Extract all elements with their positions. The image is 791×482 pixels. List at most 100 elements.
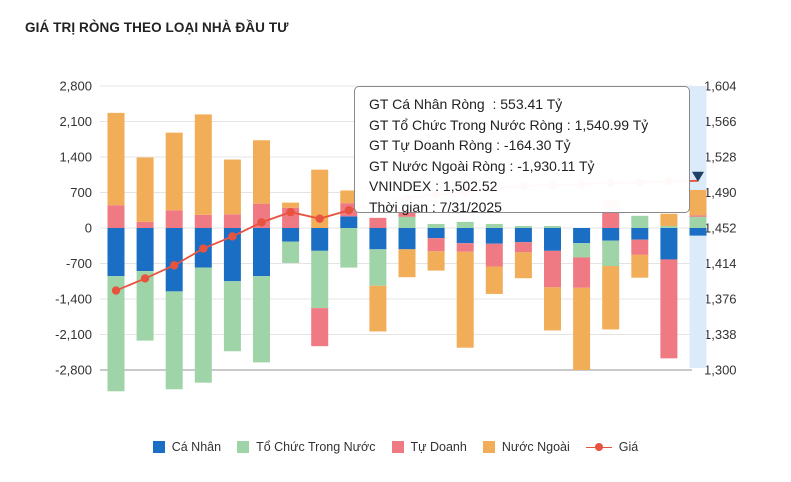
bar-segment[interactable] bbox=[107, 112, 125, 206]
y-right-tick-label: 1,300 bbox=[704, 363, 737, 378]
bar-segment[interactable] bbox=[456, 228, 474, 244]
bar-segment[interactable] bbox=[369, 228, 387, 250]
bar-segment[interactable] bbox=[165, 132, 183, 211]
bar-segment[interactable] bbox=[631, 215, 649, 228]
bar-segment[interactable] bbox=[136, 228, 154, 272]
price-point[interactable] bbox=[111, 286, 121, 295]
legend-item-gia[interactable]: Giá bbox=[585, 440, 638, 454]
bar-segment[interactable] bbox=[660, 225, 678, 228]
bar-segment[interactable] bbox=[398, 228, 416, 250]
bar-segment[interactable] bbox=[194, 267, 212, 383]
bar-segment[interactable] bbox=[311, 169, 329, 228]
bar-segment[interactable] bbox=[311, 228, 329, 251]
bar-segment[interactable] bbox=[107, 228, 125, 277]
bar-segment[interactable] bbox=[398, 216, 416, 228]
bar-segment[interactable] bbox=[136, 271, 154, 341]
bar-segment[interactable] bbox=[136, 157, 154, 222]
y-right-tick-label: 1,528 bbox=[704, 150, 737, 165]
bar-segment[interactable] bbox=[660, 213, 678, 226]
bar-segment[interactable] bbox=[427, 238, 445, 252]
bar-segment[interactable] bbox=[253, 276, 270, 363]
bar-segment[interactable] bbox=[456, 251, 474, 348]
bar-segment[interactable] bbox=[544, 250, 561, 288]
bar-segment[interactable] bbox=[602, 240, 620, 267]
bar-segment[interactable] bbox=[573, 228, 591, 244]
price-point[interactable] bbox=[286, 207, 295, 217]
bar-segment[interactable] bbox=[514, 252, 532, 279]
bar-segment[interactable] bbox=[282, 241, 300, 263]
bar-segment[interactable] bbox=[689, 216, 707, 228]
price-point[interactable] bbox=[315, 214, 324, 223]
price-point[interactable] bbox=[140, 274, 150, 283]
bar-segment[interactable] bbox=[340, 228, 358, 268]
bar-segment[interactable] bbox=[194, 114, 212, 215]
bar-segment[interactable] bbox=[660, 259, 678, 359]
tooltip-time: Thời gian : 7/31/2025 bbox=[369, 198, 502, 215]
bar-segment[interactable] bbox=[573, 257, 591, 288]
price-point[interactable] bbox=[257, 218, 266, 227]
bar-segment[interactable] bbox=[689, 215, 707, 217]
bar-segment[interactable] bbox=[602, 228, 620, 241]
bar-segment[interactable] bbox=[514, 225, 532, 228]
bar-segment[interactable] bbox=[398, 249, 416, 278]
bar-segment[interactable] bbox=[631, 228, 649, 240]
bar-segment[interactable] bbox=[427, 251, 445, 271]
price-point[interactable] bbox=[344, 206, 353, 215]
bar-segment[interactable] bbox=[369, 285, 387, 332]
legend-swatch bbox=[152, 441, 165, 453]
bar-segment[interactable] bbox=[136, 221, 154, 228]
bar-segment[interactable] bbox=[689, 189, 707, 216]
bar-segment[interactable] bbox=[253, 228, 270, 277]
bar-segment[interactable] bbox=[311, 308, 329, 347]
bar-segment[interactable] bbox=[369, 217, 387, 228]
bar-segment[interactable] bbox=[456, 243, 474, 252]
bar-segment[interactable] bbox=[311, 250, 329, 309]
bar-segment[interactable] bbox=[253, 140, 270, 204]
bar-segment[interactable] bbox=[427, 228, 445, 239]
bar-segment[interactable] bbox=[514, 242, 532, 253]
bar-segment[interactable] bbox=[253, 203, 270, 228]
bar-segment[interactable] bbox=[223, 159, 241, 215]
bar-segment[interactable] bbox=[544, 225, 561, 228]
bar-segment[interactable] bbox=[107, 276, 125, 392]
bar-segment[interactable] bbox=[165, 291, 183, 390]
bar-segment[interactable] bbox=[340, 190, 358, 204]
bar-segment[interactable] bbox=[456, 221, 474, 228]
bar-segment[interactable] bbox=[223, 228, 241, 282]
bar-segment[interactable] bbox=[544, 287, 561, 331]
bar-segment[interactable] bbox=[485, 223, 503, 228]
price-point[interactable] bbox=[170, 261, 179, 270]
bar-segment[interactable] bbox=[194, 214, 212, 228]
bar-segment[interactable] bbox=[602, 266, 620, 330]
bar-segment[interactable] bbox=[544, 228, 561, 251]
bar-segment[interactable] bbox=[514, 228, 532, 243]
bar-segment[interactable] bbox=[282, 202, 300, 208]
bar-segment[interactable] bbox=[282, 228, 300, 242]
legend-item-tu-doanh[interactable]: Tự Doanh bbox=[391, 440, 467, 454]
bar-segment[interactable] bbox=[573, 287, 591, 370]
bar-segment[interactable] bbox=[369, 249, 387, 286]
bar-segment[interactable] bbox=[427, 223, 445, 228]
bar-segment[interactable] bbox=[340, 216, 358, 228]
stacked-bars[interactable] bbox=[107, 112, 707, 392]
price-point[interactable] bbox=[228, 232, 237, 241]
legend-item-nuoc-ngoai[interactable]: Nước Ngoài bbox=[482, 440, 570, 454]
bar-segment[interactable] bbox=[573, 243, 591, 258]
bar-segment[interactable] bbox=[631, 239, 649, 255]
bar-segment[interactable] bbox=[223, 281, 241, 352]
price-point[interactable] bbox=[199, 244, 208, 253]
bar-segment[interactable] bbox=[689, 228, 707, 236]
bar-segment[interactable] bbox=[485, 243, 503, 267]
bar-segment[interactable] bbox=[660, 228, 678, 260]
bar-segment[interactable] bbox=[107, 205, 125, 228]
y-left-tick-label: 2,800 bbox=[59, 79, 92, 94]
legend-item-to-chuc[interactable]: Tổ Chức Trong Nước bbox=[237, 440, 376, 454]
bar-segment[interactable] bbox=[165, 228, 183, 292]
bar-segment[interactable] bbox=[223, 214, 241, 228]
bar-segment[interactable] bbox=[485, 266, 503, 294]
price-point-active[interactable] bbox=[692, 171, 704, 182]
bar-segment[interactable] bbox=[631, 254, 649, 278]
bar-segment[interactable] bbox=[165, 210, 183, 228]
legend-item-ca-nhan[interactable]: Cá Nhân bbox=[152, 440, 221, 454]
bar-segment[interactable] bbox=[485, 228, 503, 244]
